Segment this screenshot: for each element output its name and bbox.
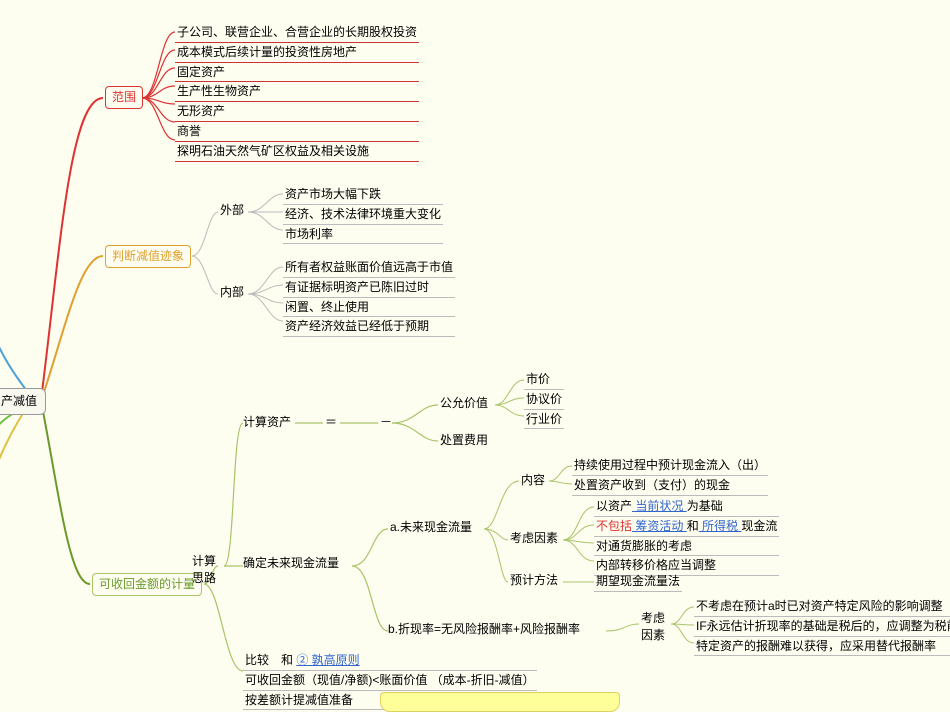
external-items: 资产市场大幅下跌经济、技术法律环境重大变化市场利率 <box>283 185 443 244</box>
node-scope: 范围 <box>105 86 143 109</box>
node-eq: ＝ <box>325 414 337 431</box>
list-item: IF永远估计折现率的基础是税后的，应调整为税前 <box>694 617 950 637</box>
list-item: 以资产 当前状况 为基础 <box>594 497 779 517</box>
node-method: 预计方法 <box>510 572 558 589</box>
list-item: 不考虑在预计a时已对资产特定风险的影响调整 <box>694 597 950 617</box>
list-item: 子公司、联营企业、合营企业的长期股权投资 <box>175 23 419 43</box>
node-future: 确定未来现金流量 <box>243 555 339 572</box>
list-item: 闲置、终止使用 <box>283 298 455 318</box>
node-fair: 公允价值 <box>440 395 488 412</box>
node-think: 计算 思路 <box>192 553 216 587</box>
node-method-value: 期望现金流量法 <box>594 572 682 592</box>
node-disp: 处置费用 <box>440 432 488 449</box>
root-label: 产减值 <box>1 394 37 408</box>
list-item: 不包括 筹资活动 和 所得税 现金流 <box>594 517 779 537</box>
list-item: 无形资产 <box>175 102 419 122</box>
node-content: 内容 <box>521 472 545 489</box>
node-factor2: 考虑 因素 <box>641 610 665 644</box>
node-external: 外部 <box>220 202 244 219</box>
list-item: 特定资产的报酬难以获得，应采用替代报酬率 <box>694 637 950 657</box>
list-item: 所有者权益账面价值远高于市值 <box>283 258 455 278</box>
factor2-items: 不考虑在预计a时已对资产特定风险的影响调整IF永远估计折现率的基础是税后的，应调… <box>694 597 950 656</box>
node-sign: 判断减值迹象 <box>105 245 191 268</box>
node-minus: － <box>380 414 392 431</box>
list-item: 探明石油天然气矿区权益及相关设施 <box>175 142 419 162</box>
list-item: 生产性生物资产 <box>175 82 419 102</box>
content-items: 持续使用过程中预计现金流入（出）处置资产收到（支付）的现金 <box>572 456 768 496</box>
list-item: 资产经济效益已经低于预期 <box>283 317 455 337</box>
list-item: 对通货膨胀的考虑 <box>594 537 779 557</box>
root-node: 产减值 <box>0 388 46 415</box>
node-fcf-a: a.未来现金流量 <box>390 519 472 536</box>
list-item: 商誉 <box>175 122 419 142</box>
list-item: 市场利率 <box>283 225 443 245</box>
factor-items: 以资产 当前状况 为基础不包括 筹资活动 和 所得税 现金流对通货膨胀的考虑内部… <box>594 497 779 576</box>
list-item: 固定资产 <box>175 63 419 83</box>
list-item: 行业价 <box>524 410 564 430</box>
scope-items: 子公司、联营企业、合营企业的长期股权投资成本模式后续计量的投资性房地产固定资产生… <box>175 23 419 162</box>
list-item: 处置资产收到（支付）的现金 <box>572 476 768 496</box>
list-item: 成本模式后续计量的投资性房地产 <box>175 43 419 63</box>
list-item: 市价 <box>524 370 564 390</box>
list-item: 经济、技术法律环境重大变化 <box>283 205 443 225</box>
list-item: 协议价 <box>524 390 564 410</box>
internal-items: 所有者权益账面价值远高于市值有证据标明资产已陈旧过时闲置、终止使用资产经济效益已… <box>283 258 455 337</box>
node-factor: 考虑因素 <box>510 530 558 547</box>
fair-items: 市价协议价行业价 <box>524 370 564 429</box>
list-item: 有证据标明资产已陈旧过时 <box>283 278 455 298</box>
list-item: 持续使用过程中预计现金流入（出） <box>572 456 768 476</box>
node-fcf-b: b.折现率=无风险报酬率+风险报酬率 <box>388 621 580 638</box>
node-asset: 计算资产 <box>243 414 291 431</box>
compare-line1: 比较 和 ② 孰高原则 <box>243 651 537 671</box>
node-internal: 内部 <box>220 284 244 301</box>
node-calc: 可收回金额的计量 <box>92 573 202 596</box>
sticky-note <box>380 692 620 712</box>
list-item: 资产市场大幅下跌 <box>283 185 443 205</box>
